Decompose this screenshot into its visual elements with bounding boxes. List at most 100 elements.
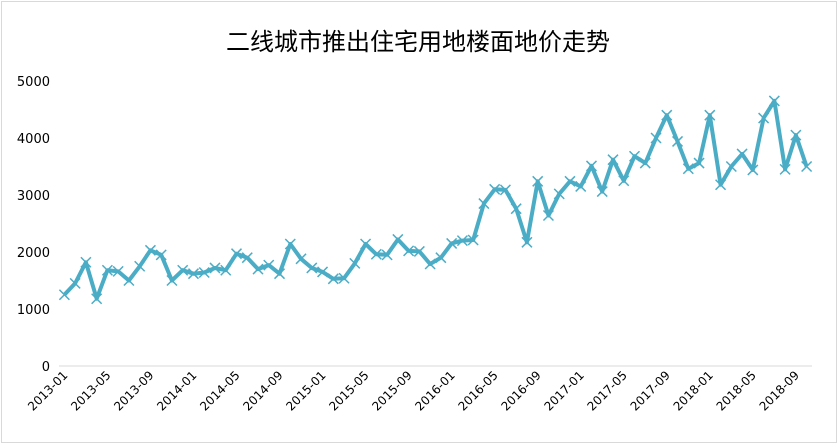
data-point-marker — [607, 154, 619, 166]
data-point-marker — [273, 268, 286, 280]
x-tick-label: 2015-05 — [326, 368, 371, 413]
data-point-marker — [790, 129, 802, 141]
data-point-marker — [768, 95, 780, 107]
data-point-marker — [112, 265, 124, 277]
x-tick-label: 2017-09 — [628, 368, 673, 413]
data-point-marker — [661, 109, 673, 121]
data-point-marker — [618, 175, 630, 187]
data-point-marker — [801, 160, 813, 173]
series-line — [62, 98, 809, 301]
data-point-marker — [553, 188, 565, 200]
data-point-marker — [715, 179, 727, 191]
data-point-marker — [123, 274, 135, 287]
data-point-marker — [575, 180, 587, 192]
data-point-marker — [424, 258, 436, 270]
data-point-marker — [435, 252, 447, 264]
plot-area — [58, 95, 813, 305]
data-point-marker — [166, 274, 178, 287]
data-point-marker — [672, 135, 684, 147]
data-point-marker — [446, 237, 458, 249]
data-point-marker — [252, 263, 264, 275]
x-tick-label: 2016-05 — [455, 368, 500, 413]
x-tick-label: 2017-01 — [541, 368, 586, 413]
data-point-marker — [758, 112, 770, 124]
x-tick-label: 2014-05 — [197, 368, 242, 413]
data-point-marker — [403, 245, 415, 257]
data-point-marker — [370, 248, 382, 260]
x-tick-label: 2017-05 — [585, 368, 630, 413]
x-tick-label: 2013-05 — [68, 368, 113, 413]
data-point-marker — [489, 183, 501, 195]
x-tick-label: 2016-01 — [412, 368, 457, 413]
data-point-marker — [134, 260, 146, 272]
x-tick-label: 2014-09 — [240, 368, 285, 413]
data-point-marker — [360, 238, 372, 250]
data-point-marker — [478, 198, 490, 210]
data-point-marker — [230, 248, 243, 260]
data-point-marker — [704, 109, 716, 121]
y-tick-label: 3000 — [17, 189, 50, 204]
data-point-marker — [284, 238, 296, 250]
y-tick-label: 5000 — [17, 75, 50, 90]
x-tick-label: 2013-01 — [25, 368, 70, 413]
data-point-marker — [177, 264, 189, 276]
data-point-marker — [413, 245, 425, 257]
data-point-marker — [209, 262, 221, 274]
x-axis: 2013-012013-052013-092014-012014-052014-… — [25, 368, 802, 413]
data-point-marker — [263, 259, 275, 271]
data-point-marker — [585, 160, 598, 172]
chart-title: 二线城市推出住宅用地楼面地价走势 — [226, 28, 610, 56]
data-point-marker — [91, 293, 103, 305]
y-tick-label: 2000 — [17, 246, 50, 261]
data-point-marker — [456, 235, 468, 247]
x-tick-label: 2018-01 — [671, 368, 716, 413]
x-tick-label: 2016-09 — [498, 368, 543, 413]
y-tick-label: 1000 — [17, 303, 50, 318]
data-point-marker — [521, 236, 533, 248]
data-point-marker — [596, 186, 608, 198]
data-point-marker — [101, 264, 113, 276]
data-point-marker — [144, 244, 156, 256]
data-point-marker — [220, 264, 232, 276]
data-point-marker — [467, 234, 479, 246]
data-point-marker — [736, 148, 748, 160]
data-point-marker — [306, 262, 318, 274]
data-point-marker — [639, 157, 651, 169]
x-tick-label: 2014-01 — [154, 368, 199, 413]
data-point-marker — [198, 266, 210, 279]
data-point-marker — [338, 272, 350, 284]
x-tick-label: 2018-09 — [757, 368, 802, 413]
data-point-marker — [682, 163, 694, 175]
data-point-marker — [349, 257, 361, 269]
y-tick-label: 0 — [42, 360, 50, 375]
x-tick-label: 2015-09 — [369, 368, 414, 413]
data-point-marker — [327, 273, 339, 285]
data-point-marker — [564, 175, 576, 187]
data-point-marker — [295, 253, 307, 265]
data-point-marker — [58, 289, 70, 301]
data-point-marker — [69, 277, 81, 289]
y-tick-label: 4000 — [17, 132, 50, 147]
data-point-marker — [779, 163, 791, 175]
data-point-marker — [747, 164, 759, 176]
data-point-marker — [628, 150, 641, 162]
data-point-marker — [693, 157, 705, 169]
data-point-marker — [725, 160, 737, 173]
data-point-marker — [241, 252, 253, 264]
data-point-marker — [381, 249, 393, 261]
y-axis: 0 1000 2000 3000 4000 5000 — [17, 75, 50, 375]
data-point-marker — [542, 209, 554, 222]
data-point-marker — [510, 203, 522, 215]
data-point-marker — [532, 175, 544, 187]
data-point-marker — [317, 266, 329, 278]
data-point-marker — [155, 249, 167, 261]
data-point-marker — [80, 256, 92, 268]
x-tick-label: 2018-05 — [714, 368, 759, 413]
x-tick-label: 2013-09 — [111, 368, 156, 413]
data-point-marker — [392, 233, 404, 245]
data-point-marker — [650, 132, 662, 144]
data-point-marker — [499, 184, 511, 196]
data-point-marker — [187, 268, 199, 280]
